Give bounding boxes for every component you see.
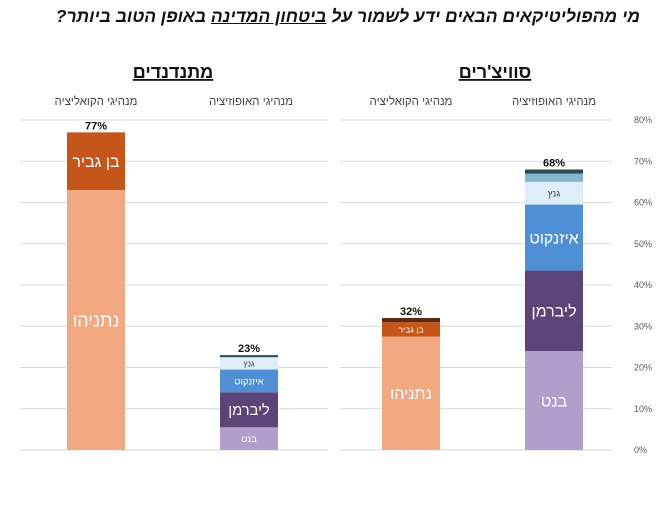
question-text-after: באופן הטוב ביותר? bbox=[55, 6, 211, 26]
bar-segment bbox=[525, 169, 583, 174]
bar-segment-label: גנץ bbox=[243, 358, 255, 368]
bar-segment bbox=[382, 322, 440, 337]
y-tick-label: 40% bbox=[634, 280, 652, 290]
column-header: מנהיגי האופוזיציה bbox=[209, 96, 293, 108]
y-tick-label: 70% bbox=[634, 156, 652, 166]
labels: 0% 10% 20% 30% 40% 50% 60% 70% 80% סוויצ'רים מנהיג… bbox=[55, 62, 652, 455]
bar-segment-label: ליברמן bbox=[228, 402, 270, 419]
column-header: מנהיגי האופוזיציה bbox=[512, 96, 596, 108]
bar-segment bbox=[220, 357, 278, 370]
bar-segment bbox=[525, 173, 583, 182]
y-tick-label: 0% bbox=[634, 445, 647, 455]
y-tick-label: 20% bbox=[634, 363, 652, 373]
group-label: מתנדנדים bbox=[133, 62, 214, 82]
bars bbox=[67, 132, 583, 450]
bar-segment bbox=[525, 270, 583, 351]
bar-segment-label: נתניהו bbox=[73, 311, 120, 331]
chart-question-title: מי מהפוליטיקאים הבאים ידע לשמור על ביטחו… bbox=[0, 6, 640, 27]
column-header: מנהיגי הקואליציה bbox=[370, 95, 453, 108]
bar-segment bbox=[382, 318, 440, 323]
y-tick-label: 80% bbox=[634, 115, 652, 125]
column-header: מנהיגי הקואליציה bbox=[55, 95, 138, 108]
bar-segment bbox=[525, 181, 583, 205]
bar-total-label: 32% bbox=[400, 306, 422, 318]
group-label: סוויצ'רים bbox=[459, 62, 532, 82]
y-tick-label: 30% bbox=[634, 321, 652, 331]
bar-segment bbox=[382, 336, 440, 450]
bar-segment bbox=[525, 351, 583, 450]
bar-segment-label: נתניהו bbox=[390, 386, 432, 403]
y-tick-label: 50% bbox=[634, 239, 652, 249]
bar-segment-label: איזנקוט bbox=[234, 376, 263, 387]
bar-segment bbox=[220, 392, 278, 428]
bar-segment-label: ליברמן bbox=[531, 303, 576, 321]
bar-segment-label: בן גביר bbox=[72, 154, 120, 171]
bar-segment bbox=[67, 132, 125, 191]
bar-segment bbox=[220, 369, 278, 393]
y-tick-label: 60% bbox=[634, 198, 652, 208]
bar-segment bbox=[525, 204, 583, 271]
bar-total-label: 23% bbox=[238, 343, 260, 355]
bar-segment-label: בנט bbox=[541, 393, 568, 410]
bar-segment bbox=[220, 427, 278, 450]
bar-segment-label: בנט bbox=[241, 434, 257, 445]
bar-segment bbox=[67, 190, 125, 450]
bar-segment-label: גנץ bbox=[548, 189, 561, 200]
bar-total-label: 68% bbox=[543, 158, 565, 170]
y-tick-label: 10% bbox=[634, 404, 652, 414]
question-text-before: מי מהפוליטיקאים הבאים ידע לשמור על bbox=[326, 6, 640, 26]
bar-total-label: 77% bbox=[85, 120, 107, 132]
bar-segment bbox=[220, 355, 278, 358]
bar-segment-label: בן גביר bbox=[398, 324, 423, 334]
bar-segment-label: איזנקוט bbox=[529, 230, 578, 247]
question-text-underlined: ביטחון המדינה bbox=[210, 6, 327, 26]
